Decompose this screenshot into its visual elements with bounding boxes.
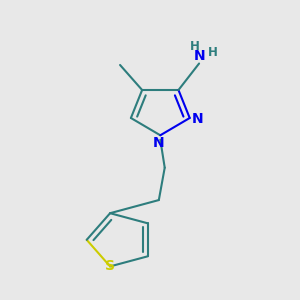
Text: H: H xyxy=(190,40,200,53)
Text: H: H xyxy=(207,46,217,59)
Text: S: S xyxy=(105,260,115,273)
Text: N: N xyxy=(192,112,204,127)
Text: N: N xyxy=(153,136,165,150)
Text: N: N xyxy=(193,49,205,63)
